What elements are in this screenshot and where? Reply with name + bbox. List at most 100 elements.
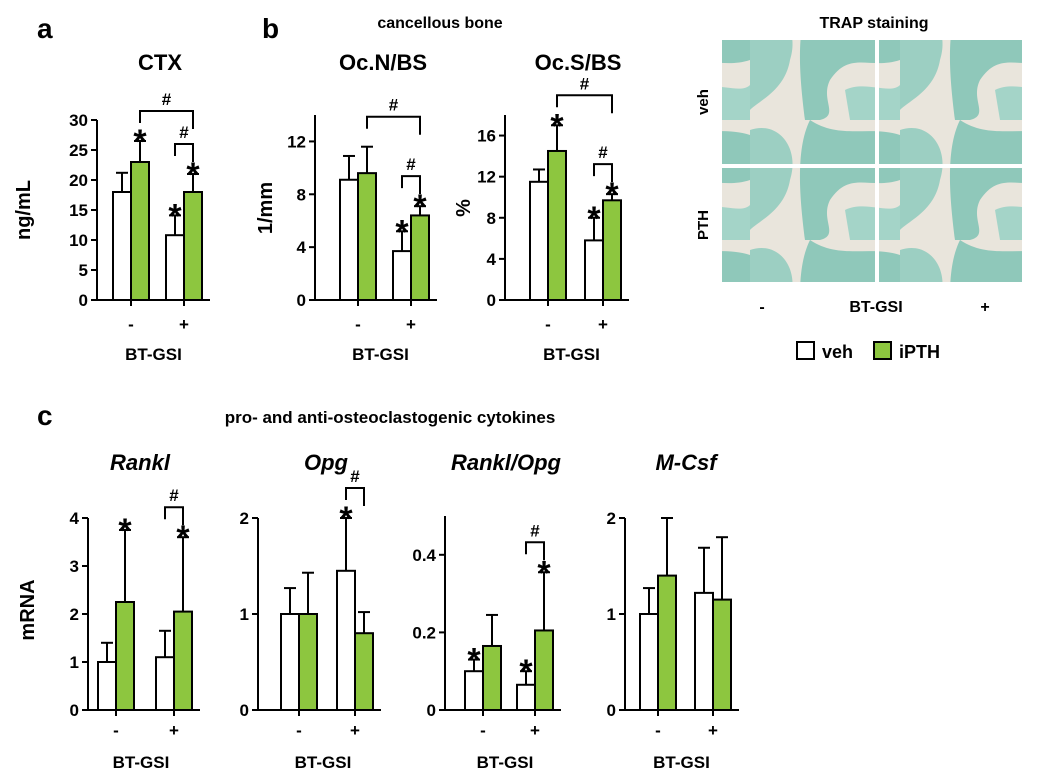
bar bbox=[534, 629, 554, 712]
trap-xlabel: BT-GSI bbox=[849, 299, 902, 316]
bar bbox=[547, 149, 567, 301]
significance-star: * bbox=[176, 519, 190, 557]
micrograph bbox=[722, 40, 875, 164]
x-axis-label: BT-GSI bbox=[653, 753, 710, 772]
bar bbox=[183, 191, 203, 301]
y-tick-label: 0 bbox=[70, 701, 79, 720]
bar bbox=[482, 644, 502, 711]
bar bbox=[336, 569, 356, 711]
y-tick-label: 8 bbox=[487, 209, 496, 228]
legend-label: veh bbox=[822, 342, 853, 362]
bar bbox=[173, 610, 193, 711]
bar bbox=[694, 591, 714, 712]
row-label: PTH bbox=[695, 210, 712, 240]
y-tick-label: 10 bbox=[69, 231, 88, 250]
header: cancellous bone bbox=[377, 15, 502, 32]
panel-letter: c bbox=[37, 400, 53, 431]
bar bbox=[357, 172, 377, 301]
y-tick-label: 0 bbox=[79, 291, 88, 310]
bracket bbox=[164, 506, 184, 526]
bracket bbox=[345, 487, 365, 506]
y-tick-label: 0 bbox=[607, 701, 616, 720]
significance-star: * bbox=[519, 653, 533, 691]
trap-title: TRAP staining bbox=[819, 15, 928, 32]
bar bbox=[712, 598, 732, 711]
y-tick-label: 20 bbox=[69, 171, 88, 190]
y-tick-label: 3 bbox=[70, 557, 79, 576]
bar bbox=[165, 234, 185, 301]
x-tick-label: - bbox=[128, 315, 134, 334]
bar-chart: M-Csf BT-GSI 0 1 2 - + bbox=[607, 450, 739, 772]
chart-title: CTX bbox=[138, 50, 182, 75]
significance-star: * bbox=[339, 500, 353, 538]
y-tick-label: 4 bbox=[487, 250, 497, 269]
y-tick-label: 0 bbox=[240, 701, 249, 720]
y-tick-label: 0 bbox=[297, 291, 306, 310]
x-tick-label: + bbox=[179, 315, 189, 334]
x-tick-label: - bbox=[655, 721, 661, 740]
x-tick-label: - bbox=[113, 721, 119, 740]
chart-title: Rankl bbox=[110, 450, 171, 475]
bar-chart: Rankl/Opg BT-GSI 0 0.2 0.4 - + * * * # bbox=[412, 450, 561, 772]
y-tick-label: 0.4 bbox=[412, 546, 436, 565]
bar-chart: Opg BT-GSI 0 1 2 - + * # bbox=[240, 450, 381, 772]
significance-star: * bbox=[537, 554, 551, 592]
y-tick-label: 16 bbox=[477, 127, 496, 146]
significance-star: * bbox=[133, 123, 147, 161]
y-tick-label: 0 bbox=[487, 291, 496, 310]
x-tick-label: - bbox=[355, 315, 361, 334]
bar bbox=[298, 613, 318, 711]
bar-chart: Rankl mRNA BT-GSI 0 1 2 3 4 - + * * # bbox=[17, 450, 200, 772]
x-tick-label: + bbox=[169, 721, 179, 740]
bar-chart: Oc.N/BS 1/mm BT-GSI 0 4 8 12 - + ** # # bbox=[255, 50, 437, 364]
y-axis-label: 1/mm bbox=[255, 182, 277, 234]
chart-title: Oc.N/BS bbox=[339, 50, 427, 75]
x-axis-label: BT-GSI bbox=[113, 753, 170, 772]
bracket bbox=[366, 115, 421, 135]
y-axis-label: ng/mL bbox=[13, 180, 35, 240]
bar bbox=[280, 613, 300, 711]
significance-star: * bbox=[413, 188, 427, 226]
x-axis-label: BT-GSI bbox=[295, 753, 352, 772]
chart-title: Rankl/Opg bbox=[451, 450, 562, 475]
y-tick-label: 25 bbox=[69, 141, 88, 160]
micrograph bbox=[879, 168, 1022, 282]
row-label: veh bbox=[695, 89, 712, 115]
significance-star: * bbox=[118, 512, 132, 550]
bar bbox=[339, 178, 359, 301]
x-tick-label: + bbox=[350, 721, 360, 740]
y-tick-label: 2 bbox=[607, 509, 616, 528]
x-tick-label: + bbox=[530, 721, 540, 740]
x-tick-label: - bbox=[480, 721, 486, 740]
bar bbox=[584, 239, 604, 301]
header: pro- and anti-osteoclastogenic cytokines bbox=[225, 408, 556, 427]
legend-swatch bbox=[873, 341, 892, 360]
y-axis-label: mRNA bbox=[17, 579, 39, 640]
panel-letter: a bbox=[37, 13, 53, 44]
significance-star: * bbox=[395, 213, 409, 251]
y-tick-label: 1 bbox=[607, 605, 616, 624]
legend-swatch bbox=[796, 341, 815, 360]
bar bbox=[602, 199, 622, 301]
y-tick-label: 2 bbox=[70, 605, 79, 624]
bracket-label: # bbox=[530, 521, 540, 540]
bracket-label: # bbox=[179, 123, 189, 142]
y-tick-label: 1 bbox=[70, 653, 79, 672]
bracket bbox=[401, 175, 421, 195]
legend-label: iPTH bbox=[899, 342, 940, 362]
bracket bbox=[174, 143, 194, 162]
x-tick-label: + bbox=[708, 721, 718, 740]
y-tick-label: 15 bbox=[69, 201, 88, 220]
y-tick-label: 4 bbox=[297, 238, 307, 257]
y-tick-label: 12 bbox=[477, 168, 496, 187]
bracket-label: # bbox=[162, 90, 172, 109]
y-tick-label: 8 bbox=[297, 185, 306, 204]
column-label: - bbox=[759, 299, 764, 316]
bar bbox=[112, 191, 132, 301]
bracket-label: # bbox=[598, 143, 608, 162]
x-axis-label: BT-GSI bbox=[477, 753, 534, 772]
x-tick-label: + bbox=[598, 315, 608, 334]
